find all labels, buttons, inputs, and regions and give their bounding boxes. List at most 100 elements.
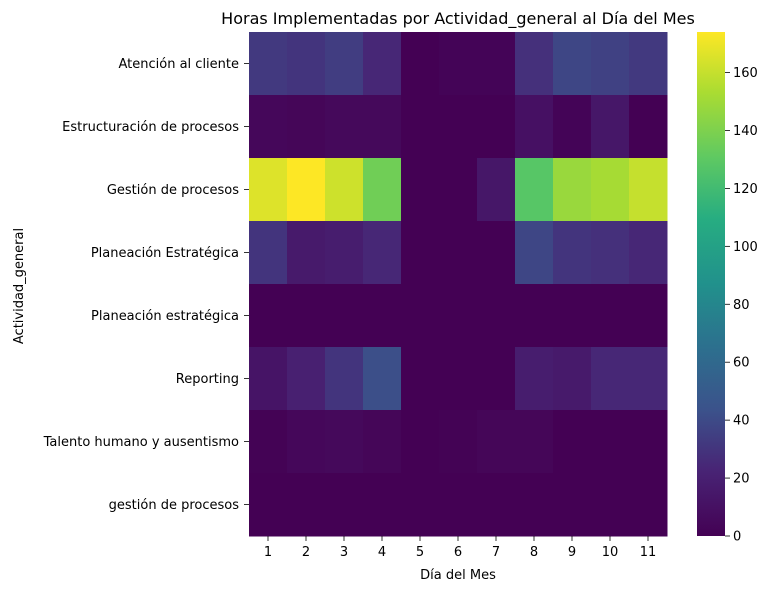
x-tick-label: 4 [378,545,386,560]
heatmap-cell [629,221,668,285]
heatmap-cell [249,158,288,222]
y-tick-label: Estructuración de procesos [62,120,239,135]
colorbar-tick-label: 120 [733,182,758,197]
x-tick-label: 2 [302,545,310,560]
heatmap-cell [249,473,288,537]
x-axis-ticks: 1 2 3 4 5 6 7 8 9 10 11 [264,536,656,560]
heatmap-cell [287,347,326,411]
colorbar-tick-label: 40 [733,414,750,429]
heatmap-cell [591,347,630,411]
heatmap-cell [401,158,440,222]
heatmap-cell [363,347,402,411]
heatmap-cell [591,473,630,537]
heatmap-cell [287,473,326,537]
heatmap-cell [477,158,516,222]
chart-title: Horas Implementadas por Actividad_genera… [221,9,695,29]
heatmap-cell [477,347,516,411]
heatmap-cell [553,347,592,411]
heatmap-cell [249,32,288,96]
colorbar-tick-label: 60 [733,356,750,371]
heatmap-cell [325,158,364,222]
heatmap-cell [553,95,592,159]
heatmap-cell [249,95,288,159]
colorbar-tick-label: 100 [733,240,758,255]
colorbar-ticks: 0 20 40 60 80 100 120 140 160 [725,66,758,545]
heatmap-cell [401,410,440,474]
heatmap-cell [439,284,478,348]
heatmap-cell [363,410,402,474]
heatmap-cell [477,95,516,159]
heatmap-cell [363,32,402,96]
heatmap-cell [325,473,364,537]
heatmap-cell [287,284,326,348]
heatmap-cell [287,221,326,285]
y-axis-label: Actividad_general [12,228,27,344]
colorbar-tick-label: 0 [733,530,741,545]
heatmap-cell [325,284,364,348]
x-tick-label: 6 [454,545,462,560]
heatmap-cell [591,284,630,348]
x-tick-label: 7 [492,545,500,560]
heatmap-cell [249,347,288,411]
heatmap-cell [401,284,440,348]
heatmap-cell [439,347,478,411]
heatmap-cell [515,221,554,285]
heatmap-cell [629,158,668,222]
heatmap-cell [249,284,288,348]
heatmap-cell [515,158,554,222]
heatmap-cell [439,473,478,537]
heatmap-cell [553,32,592,96]
heatmap-cell [553,221,592,285]
heatmap-cell [325,221,364,285]
heatmap-cell [477,32,516,96]
colorbar [697,32,725,536]
heatmap-cell [591,158,630,222]
heatmap-cell [629,410,668,474]
heatmap-cell [629,95,668,159]
heatmap-cell [249,221,288,285]
heatmap-cell [515,473,554,537]
heatmap-cell [439,221,478,285]
y-tick-label: Planeación estratégica [91,309,239,324]
y-tick-label: Reporting [176,372,239,387]
heatmap-cell [629,347,668,411]
heatmap-cell [591,32,630,96]
heatmap-cell [363,284,402,348]
y-tick-label: Talento humano y ausentismo [43,435,239,450]
heatmap-cell [401,347,440,411]
heatmap-cell [287,32,326,96]
y-axis-ticks: Atención al cliente Estructuración de pro… [43,57,249,513]
heatmap-cell [401,95,440,159]
y-tick-label: Atención al cliente [119,57,240,72]
colorbar-tick-label: 140 [733,124,758,139]
heatmap-cell [515,284,554,348]
heatmap-cell [287,410,326,474]
y-tick-label: Gestión de procesos [107,183,239,198]
heatmap-cell [363,473,402,537]
y-tick-label: Planeación Estratégica [91,246,239,261]
x-tick-label: 8 [530,545,538,560]
x-tick-label: 1 [264,545,272,560]
x-tick-label: 9 [568,545,576,560]
x-tick-label: 11 [640,545,657,560]
colorbar-tick-label: 20 [733,472,750,487]
heatmap-cell [401,221,440,285]
heatmap-cell [325,32,364,96]
y-tick-label: gestión de procesos [109,498,240,513]
heatmap-cell [325,347,364,411]
heatmap-cell [363,221,402,285]
heatmap-cell [477,221,516,285]
heatmap-cell [477,284,516,348]
heatmap-cell [439,410,478,474]
heatmap-cell [325,410,364,474]
x-axis-label: Día del Mes [420,568,496,583]
heatmap-cell [325,95,364,159]
heatmap-cell [553,158,592,222]
heatmap-cell [515,32,554,96]
heatmap-cell [477,473,516,537]
heatmap-cell [401,32,440,96]
heatmap-cell [363,95,402,159]
heatmap-cells [249,32,668,537]
heatmap-cell [287,158,326,222]
